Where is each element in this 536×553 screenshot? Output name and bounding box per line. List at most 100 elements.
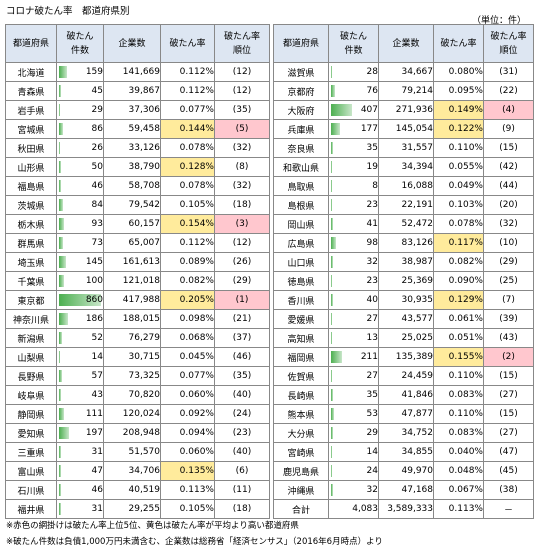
pref-cell: 滋賀県	[273, 62, 329, 82]
pref-cell: 長野県	[5, 366, 57, 386]
companies-cell: 31,557	[378, 138, 434, 158]
pref-cell: 広島県	[273, 233, 329, 253]
count-bar	[59, 218, 64, 230]
count-bar	[59, 85, 62, 97]
rate-cell: 0.055%	[433, 157, 484, 177]
rank-cell: (25)	[483, 271, 534, 291]
count-bar	[331, 161, 332, 173]
table-row: 富山県 47 34,706 0.135% (6)	[5, 461, 270, 481]
table-row: 島根県 23 22,191 0.103% (20)	[273, 195, 534, 215]
table-row: 高知県 13 25,025 0.051% (43)	[273, 328, 534, 348]
count-bar	[331, 85, 335, 97]
count-bar	[59, 484, 62, 496]
count-bar	[331, 142, 333, 154]
companies-cell: 29,255	[103, 499, 161, 519]
rank-cell: (38)	[483, 480, 534, 500]
companies-cell: 34,752	[378, 423, 434, 443]
count-cell: 23	[328, 195, 379, 215]
count-cell: 98	[328, 233, 379, 253]
table-row: 和歌山県 19 34,394 0.055% (42)	[273, 157, 534, 177]
count-cell: 111	[56, 404, 104, 424]
rank-cell: (40)	[214, 442, 270, 462]
table-row: 沖縄県 32 47,168 0.067% (38)	[273, 480, 534, 500]
companies-cell: 208,948	[103, 423, 161, 443]
count-bar	[331, 66, 333, 78]
companies-cell: 79,214	[378, 81, 434, 101]
table-row: 愛媛県 27 43,577 0.061% (39)	[273, 309, 534, 329]
count-bar	[331, 408, 334, 420]
rate-cell: 0.094%	[160, 423, 215, 443]
rank-cell: (27)	[483, 385, 534, 405]
rank-cell: (44)	[483, 176, 534, 196]
count-bar	[331, 180, 332, 192]
rate-cell: 0.068%	[160, 328, 215, 348]
pref-cell: 佐賀県	[273, 366, 329, 386]
companies-cell: 51,570	[103, 442, 161, 462]
companies-cell: 141,669	[103, 62, 161, 82]
companies-cell: 16,088	[378, 176, 434, 196]
header-pref: 都道府県	[273, 24, 329, 63]
pref-cell: 兵庫県	[273, 119, 329, 139]
count-bar	[331, 313, 333, 325]
header-rate: 破たん率	[433, 24, 484, 63]
table-row: 福岡県 211 135,389 0.155% (2)	[273, 347, 534, 367]
rank-cell: (12)	[214, 81, 270, 101]
rate-cell: 0.112%	[160, 233, 215, 253]
table-row: 青森県 45 39,867 0.112% (12)	[5, 81, 270, 101]
companies-cell: 38,790	[103, 157, 161, 177]
count-bar	[59, 104, 61, 116]
rate-cell: 0.110%	[433, 138, 484, 158]
rank-cell: (32)	[214, 138, 270, 158]
rank-cell: (32)	[483, 214, 534, 234]
rate-cell: 0.078%	[160, 138, 215, 158]
header-row: 都道府県 破たん 件数 企業数 破たん率 破たん率 順位	[273, 24, 534, 63]
count-bar	[59, 123, 64, 135]
count-bar	[59, 465, 62, 477]
rank-cell: (4)	[483, 100, 534, 120]
rate-cell: 0.090%	[433, 271, 484, 291]
rate-cell: 0.048%	[433, 461, 484, 481]
pref-cell: 奈良県	[273, 138, 329, 158]
companies-cell: 60,157	[103, 214, 161, 234]
count-cell: 19	[328, 157, 379, 177]
table-row: 京都府 76 79,214 0.095% (22)	[273, 81, 534, 101]
table-row: 石川県 46 40,519 0.113% (11)	[5, 480, 270, 500]
rate-cell: 0.122%	[433, 119, 484, 139]
table-row: 佐賀県 27 24,459 0.110% (15)	[273, 366, 534, 386]
rank-cell: (12)	[214, 233, 270, 253]
count-bar	[59, 503, 61, 515]
pref-cell: 香川県	[273, 290, 329, 310]
companies-cell: 34,855	[378, 442, 434, 462]
rate-cell: 0.144%	[160, 119, 215, 139]
table-row: 新潟県 52 76,279 0.068% (37)	[5, 328, 270, 348]
pref-cell: 栃木県	[5, 214, 57, 234]
companies-cell: 73,325	[103, 366, 161, 386]
count-cell: 186	[56, 309, 104, 329]
table-row: 長崎県 35 41,846 0.083% (27)	[273, 385, 534, 405]
rank-cell: (26)	[214, 252, 270, 272]
header-rate: 破たん率	[160, 24, 215, 63]
rate-cell: 0.095%	[433, 81, 484, 101]
count-cell: 53	[328, 404, 379, 424]
pref-cell: 千葉県	[5, 271, 57, 291]
table-row: 宮城県 86 59,458 0.144% (5)	[5, 119, 270, 139]
table-row: 大阪府 407 271,936 0.149% (4)	[273, 100, 534, 120]
pref-cell: 秋田県	[5, 138, 57, 158]
footnote-highlight: ※赤色の網掛けは破たん率上位5位、黄色は破たん率が平均より高い都道府県	[6, 521, 299, 531]
count-cell: 40	[328, 290, 379, 310]
rate-cell: 0.205%	[160, 290, 215, 310]
companies-cell: 49,970	[378, 461, 434, 481]
rate-cell: 0.105%	[160, 195, 215, 215]
count-cell: 31	[56, 499, 104, 519]
count-cell: 57	[56, 366, 104, 386]
count-cell: 24	[328, 461, 379, 481]
rate-cell: 0.129%	[433, 290, 484, 310]
rate-cell: 0.112%	[160, 62, 215, 82]
companies-cell: 188,015	[103, 309, 161, 329]
rank-cell: (45)	[483, 461, 534, 481]
count-bar	[59, 161, 62, 173]
companies-cell: 121,018	[103, 271, 161, 291]
pref-cell: 群馬県	[5, 233, 57, 253]
count-cell: 32	[328, 480, 379, 500]
rank-cell: (8)	[214, 157, 270, 177]
